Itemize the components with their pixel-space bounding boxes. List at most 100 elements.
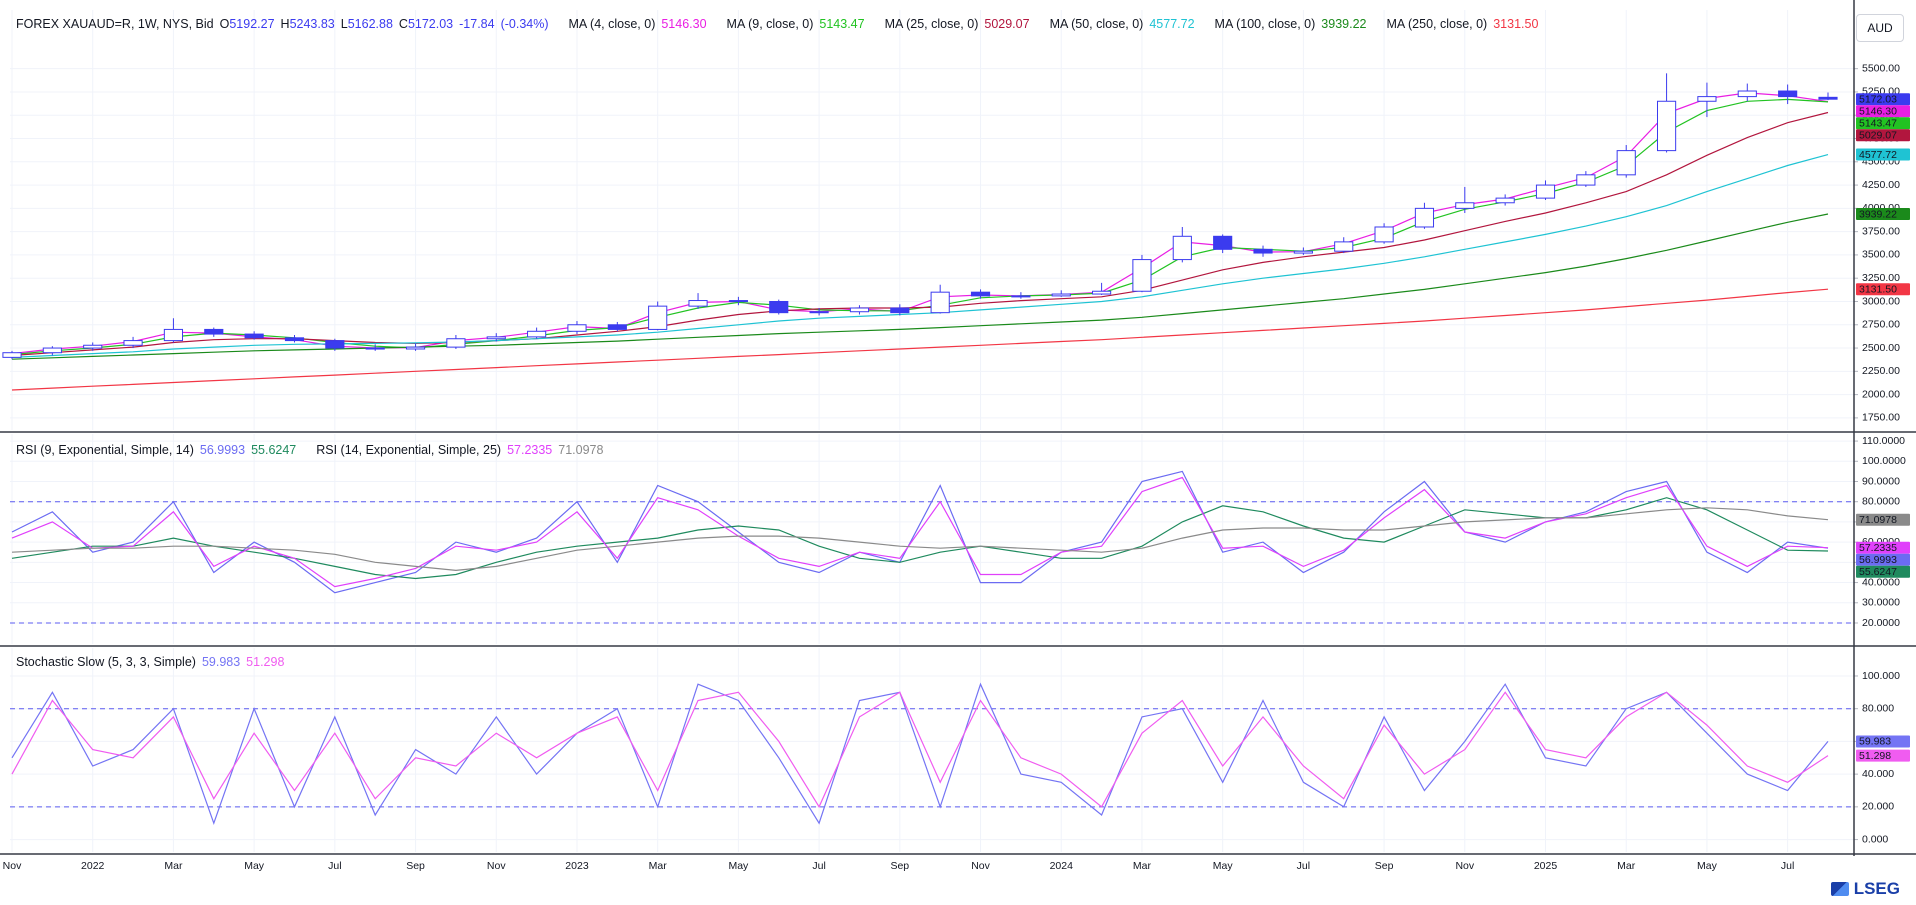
ma-name: MA (100, close, 0)	[1214, 17, 1316, 31]
line-series	[11, 111, 1829, 357]
y-tick-label: 20.000	[1862, 801, 1894, 813]
x-tick-label: 2022	[81, 860, 105, 872]
y-tick-label: 0.000	[1862, 833, 1888, 845]
currency-button[interactable]: AUD	[1856, 14, 1904, 42]
x-tick-label: Mar	[1617, 860, 1636, 872]
indicator-value: 51.298	[246, 655, 285, 669]
candle-body	[849, 307, 870, 313]
indicator-name: RSI (14, Exponential, Simple, 25)	[316, 443, 502, 457]
y-tick-label: 2250.00	[1862, 365, 1900, 377]
candle-body	[688, 300, 708, 307]
ma-value: 5143.47	[819, 17, 865, 31]
candle-body	[567, 324, 587, 332]
change-pct: (-0.34%)	[500, 17, 549, 31]
ma-legend: MA (9, close, 0) 5143.47	[727, 17, 865, 31]
candle-body	[486, 336, 506, 340]
candle-body	[446, 338, 466, 348]
value-box	[1856, 208, 1910, 221]
symbol-title: FOREX XAUAUD=R, 1W, NYS, Bid	[16, 17, 214, 31]
y-tick-label: 3500.00	[1862, 249, 1900, 261]
candle-body	[1132, 259, 1152, 292]
ma-value: 3131.50	[1493, 17, 1539, 31]
line-series	[11, 497, 1829, 580]
price-legend: FOREX XAUAUD=R, 1W, NYS, Bid O 5192.27 H 524…	[16, 17, 1552, 31]
ohlc-key: H	[280, 17, 290, 31]
x-tick-label: Sep	[406, 860, 425, 872]
line-series	[11, 288, 1829, 391]
y-tick-label: 30.0000	[1862, 597, 1900, 609]
x-tick-label: Mar	[1133, 860, 1152, 872]
candle-body	[1616, 150, 1636, 176]
value-box-label: 3939.22	[1859, 208, 1897, 220]
y-tick-label: 2000.00	[1862, 388, 1900, 400]
indicator: RSI (14, Exponential, Simple, 25) 57.2335…	[316, 443, 603, 457]
y-tick-label: 90.0000	[1862, 475, 1900, 487]
candle-body	[1535, 184, 1556, 199]
value-box-label: 71.0978	[1859, 514, 1897, 526]
candle-body	[970, 291, 991, 297]
logo-text: LSEG	[1853, 879, 1900, 898]
candle-body	[1697, 96, 1717, 102]
y-tick-label: 100.0000	[1862, 455, 1906, 467]
x-tick-label: May	[728, 860, 749, 872]
candle-body	[325, 340, 345, 349]
candle-body	[1213, 235, 1233, 250]
x-tick-label: Jul	[1297, 860, 1310, 872]
candle-body	[1495, 197, 1515, 204]
candle-body	[1334, 241, 1354, 252]
ohlc-key: C	[398, 17, 408, 31]
x-tick-label: Nov	[971, 860, 990, 872]
value-box-label: 4577.72	[1859, 149, 1897, 161]
line-series	[11, 98, 1829, 356]
x-tick-label: Mar	[164, 860, 183, 872]
candle-body	[930, 291, 950, 314]
value-box	[1856, 749, 1910, 762]
candle-body	[527, 330, 547, 338]
value-box-label: 5143.47	[1859, 117, 1897, 129]
y-tick-label: 3750.00	[1862, 225, 1900, 237]
x-tick-label: Nov	[1455, 860, 1474, 872]
value-box	[1856, 553, 1910, 566]
candle-body	[365, 347, 385, 350]
value-box	[1856, 117, 1910, 130]
x-tick-label: May	[1213, 860, 1234, 872]
value-box-label: 57.2335	[1859, 542, 1897, 554]
y-tick-label: 1750.00	[1862, 412, 1900, 424]
x-tick-label: Sep	[890, 860, 909, 872]
indicator: Stochastic Slow (5, 3, 3, Simple) 59.983 5…	[16, 655, 284, 669]
indicator-legend: Stochastic Slow (5, 3, 3, Simple) 59.983 5…	[16, 655, 298, 669]
ohlc-value: 5172.03	[407, 17, 454, 31]
value-box	[1856, 93, 1910, 106]
indicator-value: 56.9993	[199, 443, 246, 457]
value-box	[1856, 105, 1910, 118]
value-box	[1856, 129, 1910, 142]
line-series	[11, 154, 1829, 358]
ma-legend: MA (250, close, 0) 3131.50	[1386, 17, 1538, 31]
candle-body	[405, 346, 426, 350]
y-tick-label: 80.000	[1862, 702, 1894, 714]
indicator-name: Stochastic Slow (5, 3, 3, Simple)	[16, 655, 196, 669]
y-tick-label: 2750.00	[1862, 319, 1900, 331]
x-tick-label: Sep	[1375, 860, 1394, 872]
ma-name: MA (250, close, 0)	[1386, 17, 1488, 31]
line-series	[11, 470, 1829, 594]
candle-body	[1576, 174, 1596, 186]
candle-body	[890, 307, 910, 314]
ohlc-key: O	[219, 17, 230, 31]
candle-body	[1737, 90, 1757, 98]
candle-body	[1656, 100, 1677, 152]
ohlc-value: 5162.88	[347, 17, 393, 31]
line-series	[11, 691, 1829, 809]
line-series	[11, 213, 1829, 360]
value-box	[1856, 735, 1910, 748]
line-series	[11, 682, 1829, 826]
y-tick-label: 3000.00	[1862, 295, 1900, 307]
value-box-label: 3131.50	[1859, 284, 1897, 296]
x-tick-label: May	[1697, 860, 1718, 872]
ma-legend: MA (25, close, 0) 5029.07	[885, 17, 1030, 31]
candle-body	[123, 340, 143, 346]
candle-body	[1455, 202, 1475, 209]
candle-body	[769, 300, 789, 314]
candle-body	[244, 333, 264, 339]
